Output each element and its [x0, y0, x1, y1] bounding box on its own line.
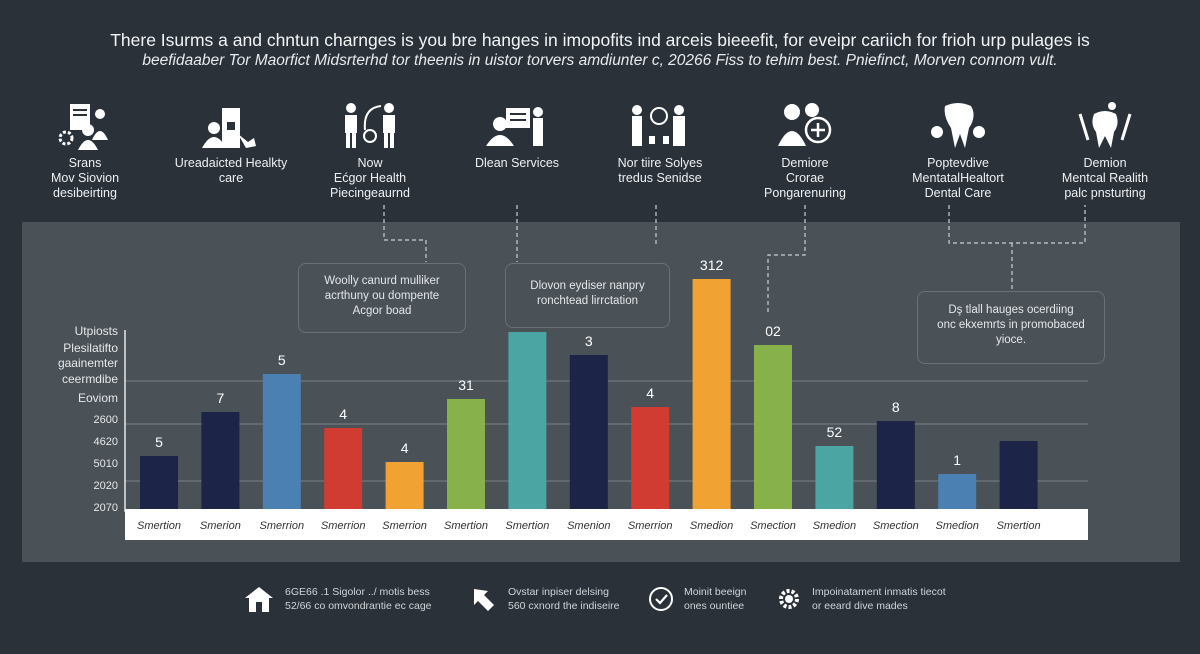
- feature-5: Nor tiire Solyes tredus Senidse: [585, 100, 735, 186]
- footer-item-3: Moinit beeign ones ountiee: [648, 585, 746, 613]
- footer-item-1: 6GE66 .1 Sigolor ../ motis bess 52/66 co…: [243, 585, 432, 613]
- x-tick-label: Smerion: [200, 520, 241, 532]
- person-presentation-icon: [486, 107, 543, 146]
- feature-3: Now Ećgor Health Piecingeaurnd: [295, 100, 445, 201]
- data-label: 52: [827, 424, 843, 440]
- person-plus-icon: [778, 103, 832, 146]
- tooth-tools-icon: [1078, 102, 1132, 148]
- people-network-icon: [632, 105, 685, 146]
- y-tick-label: 2600: [93, 414, 118, 426]
- connector-lines: [383, 205, 1086, 312]
- bar: [815, 446, 854, 509]
- data-label: 4: [401, 440, 409, 456]
- page-subtitle: beefidaaber Tor Maorfict Midsrterhd tor …: [142, 52, 1058, 69]
- x-label-strip: [125, 509, 1088, 540]
- bar: [447, 399, 485, 509]
- footer-item-2: Ovstar inpiser delsing 560 cxnord the in…: [470, 585, 620, 613]
- data-label: 5: [278, 352, 286, 368]
- gear-icon: [779, 589, 799, 609]
- data-label: 3: [585, 333, 593, 349]
- check-circle-icon: [649, 587, 673, 611]
- feature-7: Poptevdive MentatalHealtort Dental Care: [883, 100, 1033, 201]
- feature-label: Srans Mov Siovion desibeirting: [50, 156, 120, 200]
- data-label: 5: [155, 434, 163, 450]
- data-label: 4: [646, 385, 654, 401]
- feature-4: Dlean Services: [442, 100, 592, 171]
- footer-text: 6GE66 .1 Sigolor ../ motis bess 52/66 co…: [285, 586, 432, 612]
- bar: [876, 421, 915, 509]
- x-tick-label: Smertion: [505, 520, 549, 532]
- footer-text: Impoinatament inmatis tiecot or eeard di…: [812, 586, 946, 612]
- x-tick-label: Smertion: [137, 520, 181, 532]
- x-tick-label: Smedion: [935, 520, 978, 532]
- y-tick-label: 2020: [93, 480, 118, 492]
- x-tick-label: Smerrion: [321, 520, 366, 532]
- x-tick-label: Smerrion: [382, 520, 427, 532]
- data-label: 8: [892, 399, 900, 415]
- x-tick-label: Smection: [750, 520, 796, 532]
- x-tick-label: Smerrion: [628, 520, 673, 532]
- x-tick-label: Smertion: [997, 520, 1041, 532]
- bar: [385, 462, 424, 509]
- feature-2: Ureadaicted Healkty care: [156, 100, 306, 186]
- y-axis-label: Eoviom: [77, 391, 118, 405]
- tooth-icon: [931, 103, 985, 148]
- feature-8: Demion Mentcal Realith palc pnsturting: [1030, 100, 1180, 201]
- bar: [508, 332, 547, 509]
- page-title: There Isurms a and chntun charnges is yo…: [110, 30, 1090, 50]
- footer-text: Moinit beeign ones ountiee: [684, 586, 747, 612]
- bar: [999, 441, 1038, 509]
- data-label: 1: [953, 452, 961, 468]
- feature-label: Demiore Crorae Pongarenuring: [763, 156, 846, 200]
- y-axis-label: gaainemter: [57, 356, 118, 370]
- bar: [631, 407, 670, 509]
- callout-1: Woolly canurd mulliker acrthuny ou dompe…: [298, 263, 466, 333]
- footer-text: Ovstar inpiser delsing 560 cxnord the in…: [508, 586, 620, 612]
- bar: [692, 279, 731, 509]
- bar: [754, 345, 792, 509]
- house-icon: [245, 587, 273, 612]
- feature-label: Dlean Services: [474, 156, 560, 170]
- x-tick-label: Smedion: [690, 520, 733, 532]
- bar: [201, 412, 240, 509]
- y-tick-label: 2070: [93, 502, 118, 514]
- y-tick-label: 4620: [93, 436, 118, 448]
- y-tick-label: 5010: [93, 458, 118, 470]
- feature-1: Srans Mov Siovion desibeirting: [10, 100, 160, 201]
- x-tick-label: Smection: [873, 520, 919, 532]
- data-label: 312: [700, 257, 724, 273]
- bar: [938, 474, 977, 509]
- arrow-icon: [474, 589, 494, 611]
- feature-label: Now Ećgor Health Piecingeaurnd: [330, 156, 410, 200]
- people-document-gear-icon: [58, 104, 108, 150]
- bar: [324, 428, 363, 509]
- x-tick-label: Smenion: [567, 520, 610, 532]
- feature-label: Demion Mentcal Realith palc pnsturting: [1061, 156, 1149, 200]
- bar: [140, 456, 178, 509]
- callout-3: Dş tlall hauges ocerdiing onc ekxemrts i…: [917, 291, 1105, 364]
- feature-6: Demiore Crorae Pongarenuring: [730, 100, 880, 201]
- person-building-icon: [202, 108, 256, 148]
- feature-label: Ureadaicted Healkty care: [174, 156, 288, 185]
- data-label: 31: [458, 377, 474, 393]
- callout-2: Dlovon eydiser nanpry ronchtead lirrctat…: [505, 263, 670, 328]
- people-exchange-icon: [345, 103, 395, 148]
- data-label: 4: [339, 406, 347, 422]
- bar: [262, 374, 301, 509]
- y-axis-label: Plesilatifto: [63, 341, 118, 355]
- y-axis-label: Utpiosts: [74, 324, 118, 338]
- x-tick-label: Smerrion: [259, 520, 304, 532]
- feature-label: Nor tiire Solyes tredus Senidse: [617, 156, 703, 185]
- y-axis-label: ceermdibe: [61, 372, 118, 386]
- data-label: 02: [765, 323, 781, 339]
- footer-item-4: Impoinatament inmatis tiecot or eeard di…: [776, 585, 946, 613]
- x-tick-label: Smertion: [444, 520, 488, 532]
- bar: [569, 355, 608, 509]
- feature-label: Poptevdive MentatalHealtort Dental Care: [912, 156, 1004, 200]
- data-label: 7: [217, 390, 225, 406]
- x-tick-label: Smedion: [813, 520, 856, 532]
